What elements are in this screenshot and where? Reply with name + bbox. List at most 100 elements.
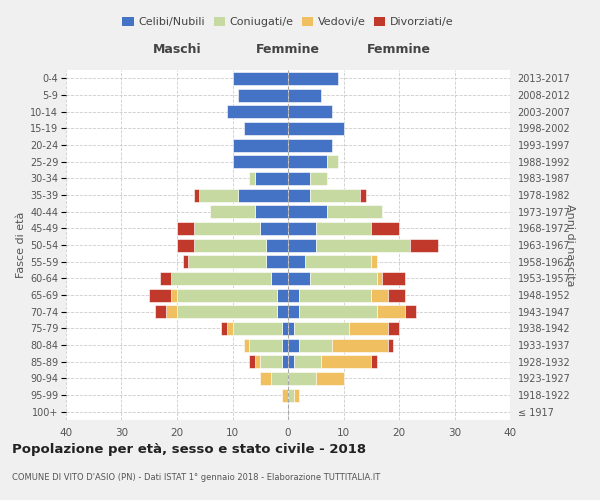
Bar [316,372,343,385]
Bar [388,288,404,302]
Bar [188,255,266,268]
Bar [227,105,288,118]
Text: COMUNE DI VITO D'ASIO (PN) - Dati ISTAT 1° gennaio 2018 - Elaborazione TUTTITALI: COMUNE DI VITO D'ASIO (PN) - Dati ISTAT … [12,473,380,482]
Bar [283,355,288,368]
Bar [249,172,254,185]
Bar [288,355,293,368]
Bar [260,372,271,385]
Bar [316,222,371,235]
Bar [271,272,288,285]
Bar [288,172,310,185]
Text: Femmine: Femmine [256,43,320,56]
Bar [377,305,404,318]
Bar [410,238,438,252]
Bar [288,88,322,102]
Bar [288,222,316,235]
Bar [266,238,288,252]
Bar [227,322,233,335]
Bar [327,205,382,218]
Bar [194,222,260,235]
Bar [327,155,338,168]
Y-axis label: Fasce di età: Fasce di età [16,212,26,278]
Bar [293,355,322,368]
Bar [249,355,254,368]
Bar [155,305,166,318]
Bar [177,222,194,235]
Bar [305,255,371,268]
Bar [360,188,366,202]
Text: Femmine: Femmine [367,43,431,56]
Bar [260,222,288,235]
Bar [266,255,288,268]
Bar [238,88,288,102]
Bar [177,305,277,318]
Bar [288,205,327,218]
Bar [254,172,288,185]
Bar [233,138,288,151]
Bar [288,105,332,118]
Bar [172,272,271,285]
Bar [349,322,388,335]
Bar [249,338,283,351]
Bar [288,372,316,385]
Bar [288,305,299,318]
Bar [254,205,288,218]
Bar [293,388,299,402]
Bar [277,305,288,318]
Bar [322,355,371,368]
Bar [288,138,332,151]
Bar [283,338,288,351]
Bar [332,338,388,351]
Bar [299,288,371,302]
Bar [293,322,349,335]
Legend: Celibi/Nubili, Coniugati/e, Vedovi/e, Divorziati/e: Celibi/Nubili, Coniugati/e, Vedovi/e, Di… [118,12,458,32]
Text: Popolazione per età, sesso e stato civile - 2018: Popolazione per età, sesso e stato civil… [12,442,366,456]
Bar [382,272,404,285]
Bar [371,288,388,302]
Bar [210,205,254,218]
Bar [288,288,299,302]
Bar [388,322,399,335]
Bar [244,122,288,135]
Bar [371,222,399,235]
Bar [283,388,288,402]
Bar [254,355,260,368]
Bar [310,188,360,202]
Bar [388,338,394,351]
Bar [288,322,293,335]
Bar [238,188,288,202]
Bar [288,238,316,252]
Bar [233,72,288,85]
Bar [377,272,382,285]
Text: Maschi: Maschi [152,43,202,56]
Bar [288,188,310,202]
Bar [260,355,283,368]
Bar [149,288,172,302]
Bar [182,255,188,268]
Bar [166,305,177,318]
Bar [221,322,227,335]
Bar [233,155,288,168]
Bar [172,288,177,302]
Bar [177,288,277,302]
Bar [277,288,288,302]
Bar [194,188,199,202]
Bar [371,355,377,368]
Bar [194,238,266,252]
Bar [310,172,327,185]
Bar [299,305,377,318]
Bar [310,272,377,285]
Bar [288,122,343,135]
Bar [288,272,310,285]
Bar [288,72,338,85]
Bar [288,255,305,268]
Bar [160,272,172,285]
Y-axis label: Anni di nascita: Anni di nascita [565,204,575,286]
Bar [177,238,194,252]
Bar [288,388,293,402]
Bar [244,338,249,351]
Bar [199,188,238,202]
Bar [404,305,416,318]
Bar [316,238,410,252]
Bar [233,322,283,335]
